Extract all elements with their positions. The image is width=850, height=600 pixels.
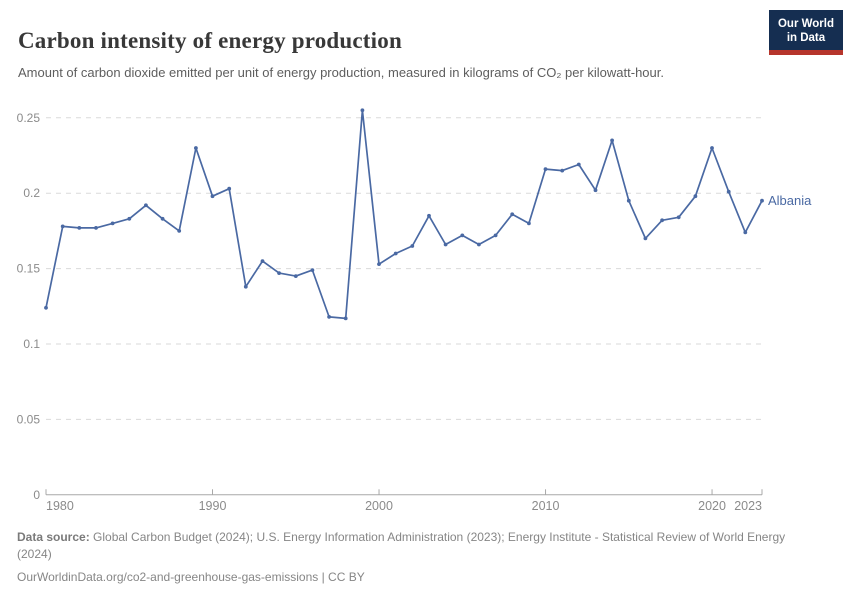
data-point [543,167,548,171]
data-source-line: Data source: Global Carbon Budget (2024)… [17,529,789,564]
data-point [310,268,315,272]
y-tick-label: 0.05 [17,412,41,426]
data-point [277,271,281,275]
license-text: | CC BY [318,569,365,584]
data-point [144,203,148,208]
data-point [77,226,82,230]
data-point [676,215,681,220]
data-point [560,168,565,173]
x-tick-label: 2000 [365,499,393,513]
data-point [260,259,265,263]
data-point [343,316,348,321]
data-point [443,242,448,247]
data-point [710,146,714,150]
line-chart: 0 0.05 0.1 0.15 0.2 0.25 1980 1990 2000 2010 2020 2… [17,108,812,513]
data-point [626,198,631,203]
series-line [45,109,763,320]
x-tick-label: 2020 [698,499,726,513]
data-point [593,188,598,193]
data-point [576,162,581,167]
data-point [194,146,198,150]
chart-url-link[interactable]: OurWorldinData.org/co2-and-greenhouse-ga… [17,569,319,584]
data-point [360,108,365,113]
x-tick-label: 2023 [734,499,762,513]
data-point [693,194,698,199]
entity-label: Albania [768,193,812,208]
y-tick-label: 0.1 [23,337,40,351]
data-point [377,262,381,266]
data-source-text: Global Carbon Budget (2024); U.S. Energy… [17,530,786,562]
data-point [493,233,498,238]
y-tick-label: 0 [33,488,40,502]
chart-footer: Data source: Global Carbon Budget (2024)… [17,529,789,586]
data-point [643,236,648,241]
data-point [110,221,115,226]
data-point [44,305,48,310]
data-point [60,224,65,229]
citation-line: OurWorldinData.org/co2-and-greenhouse-ga… [17,569,789,586]
data-source-label: Data source: [17,530,90,544]
data-point [527,221,531,226]
data-point [660,218,664,223]
data-point [327,315,331,319]
data-point [427,213,431,218]
owid-logo: Our World in Data [768,10,843,56]
data-point [743,230,748,235]
chart-subtitle: Amount of carbon dioxide emitted per uni… [18,65,664,80]
data-point [510,212,515,217]
data-point [726,189,731,194]
data-point [177,229,182,233]
data-point [227,186,232,191]
data-point [760,198,764,203]
x-tick-label: 1990 [199,499,227,513]
y-tick-label: 0.2 [23,186,40,200]
owid-logo-line2: in Data [786,32,826,45]
data-point [210,194,215,199]
data-point [160,216,165,221]
data-point [460,233,465,238]
y-tick-label: 0.25 [17,111,41,125]
x-tick-label: 1980 [46,499,74,513]
data-point [243,284,248,289]
data-point [610,138,614,143]
data-point [410,244,415,248]
data-point [477,242,481,247]
y-tick-label: 0.15 [17,262,41,276]
data-point [393,251,398,256]
data-point [94,226,98,230]
owid-logo-line1: Our World [777,18,834,30]
data-point [127,216,132,221]
data-point [293,274,298,278]
page-title: Carbon intensity of energy production [18,28,402,54]
x-tick-label: 2010 [532,499,560,513]
